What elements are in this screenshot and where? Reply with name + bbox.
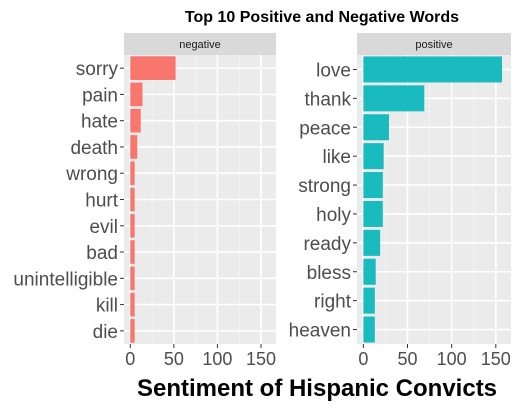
bar-thank xyxy=(363,85,425,112)
category-label-love: love xyxy=(316,60,351,81)
chart-title: Top 10 Positive and Negative Words xyxy=(185,9,459,26)
bar-peace xyxy=(363,114,389,141)
category-label-kill: kill xyxy=(96,296,118,317)
bar-die xyxy=(130,319,135,343)
x-tick-label: 100 xyxy=(437,349,467,369)
category-label-heaven: heaven xyxy=(289,321,351,342)
category-label-thank: thank xyxy=(305,89,352,110)
bar-hate xyxy=(130,108,141,133)
x-tick-label: 50 xyxy=(397,349,417,369)
category-label-sorry: sorry xyxy=(76,59,119,80)
bar-heaven xyxy=(363,316,375,343)
category-label-death: death xyxy=(70,138,118,159)
category-label-ready: ready xyxy=(303,234,351,255)
facet-strip-positive xyxy=(357,33,511,55)
bar-like xyxy=(363,143,384,170)
bar-right xyxy=(363,287,375,314)
facet-panels: negative 0 50 100 150 sorry pain hate death wrong… xyxy=(13,33,511,369)
facet-strip-negative xyxy=(124,33,276,55)
category-label-bad: bad xyxy=(86,243,118,264)
bar-ready xyxy=(363,229,381,256)
bar-hurt xyxy=(130,187,135,212)
x-tick-label: 0 xyxy=(125,349,135,369)
bar-kill xyxy=(130,292,135,317)
bar-bad xyxy=(130,240,135,264)
category-label-hurt: hurt xyxy=(85,191,118,212)
category-label-holy: holy xyxy=(316,205,351,226)
x-tick-label: 100 xyxy=(202,349,232,369)
bar-unintelligible xyxy=(130,266,135,291)
bar-death xyxy=(130,135,138,159)
bar-holy xyxy=(363,200,383,227)
category-label-unintelligible: unintelligible xyxy=(13,269,118,290)
category-label-strong: strong xyxy=(298,176,351,197)
category-label-right: right xyxy=(314,292,352,313)
bar-evil xyxy=(130,213,135,238)
bar-sorry xyxy=(130,56,176,80)
panel-positive: positive 0 50 100 150 love thank peace like stron… xyxy=(289,33,511,369)
category-label-hate: hate xyxy=(81,112,118,133)
category-label-peace: peace xyxy=(299,118,351,139)
x-tick-label: 150 xyxy=(246,349,276,369)
category-label-bless: bless xyxy=(307,263,351,284)
x-tick-label: 50 xyxy=(164,349,184,369)
bar-wrong xyxy=(130,161,135,186)
x-axis-label: Sentiment of Hispanic Convicts xyxy=(137,375,497,402)
category-label-die: die xyxy=(93,322,118,343)
category-label-like: like xyxy=(322,147,351,168)
bar-pain xyxy=(130,82,143,107)
bar-strong xyxy=(363,172,383,199)
category-label-pain: pain xyxy=(82,85,118,106)
facet-strip-label: positive xyxy=(415,39,452,51)
bar-love xyxy=(363,56,502,83)
x-tick-label: 0 xyxy=(358,349,368,369)
panel-negative: negative 0 50 100 150 sorry pain hate death wrong… xyxy=(13,33,276,369)
category-label-wrong: wrong xyxy=(65,164,118,185)
category-label-evil: evil xyxy=(89,217,118,238)
bar-bless xyxy=(363,258,376,285)
facet-strip-label: negative xyxy=(179,39,221,51)
x-tick-label: 150 xyxy=(481,349,511,369)
